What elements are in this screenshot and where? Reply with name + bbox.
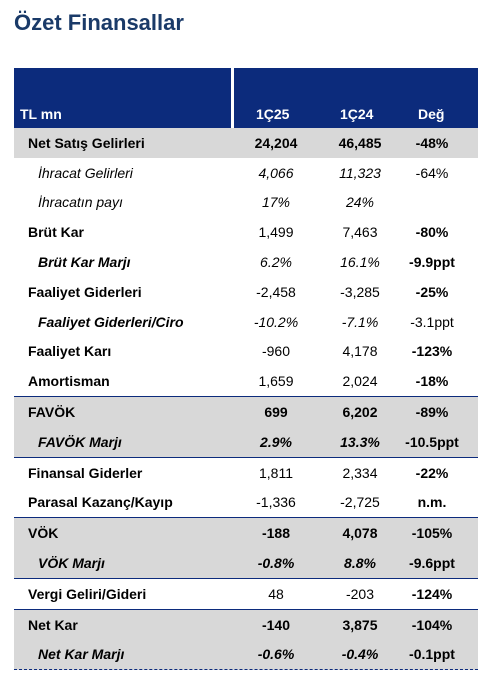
row-label: Net Kar <box>28 616 78 633</box>
cell-change: -10.5ppt <box>405 433 459 450</box>
financial-summary-table: TL mn 1Ç25 1Ç24 Değ Net Satış Gelirleri … <box>14 68 478 671</box>
table-row: İhracat Gelirleri 4,066 11,323 -64% <box>14 158 478 188</box>
cell-1q25: 699 <box>264 404 288 421</box>
table-row: Vergi Geliri/Gideri 48 -203 -124% <box>14 577 478 609</box>
cell-change: -64% <box>415 164 449 181</box>
row-label: Net Satış Gelirleri <box>28 134 145 151</box>
cell-change: n.m. <box>417 494 447 511</box>
cell-1q24: 2,334 <box>342 464 378 481</box>
cell-change: -124% <box>411 585 453 602</box>
table-row: Net Kar Marjı -0.6% -0.4% -0.1ppt <box>14 639 478 671</box>
cell-1q25: -960 <box>261 343 291 360</box>
row-label: İhracatın payı <box>38 194 123 211</box>
cell-change: -105% <box>411 525 453 542</box>
cell-1q24: 11,323 <box>339 164 381 181</box>
row-label: Amortisman <box>28 373 110 390</box>
row-label: İhracat Gelirleri <box>38 164 133 181</box>
row-label: Brüt Kar Marjı <box>38 254 131 271</box>
header-col-change: Değ <box>418 106 445 122</box>
row-label: VÖK Marjı <box>38 555 105 572</box>
row-label: Net Kar Marjı <box>38 646 125 663</box>
table-row: Net Kar -140 3,875 -104% <box>14 608 478 640</box>
table-row: FAVÖK 699 6,202 -89% <box>14 396 478 427</box>
cell-1q25: -1,336 <box>256 494 296 511</box>
cell-1q24: 6,202 <box>342 404 378 421</box>
cell-change: -123% <box>411 343 453 360</box>
row-label: FAVÖK <box>28 404 76 421</box>
cell-1q25: 24,204 <box>254 134 298 151</box>
cell-change: -9.6ppt <box>409 555 455 572</box>
table-header: TL mn 1Ç25 1Ç24 Değ <box>14 68 478 128</box>
table-row: VÖK -188 4,078 -105% <box>14 517 478 549</box>
row-label: Vergi Geliri/Gideri <box>28 585 147 602</box>
table-row: Faaliyet Karı -960 4,178 -123% <box>14 337 478 367</box>
row-label: Parasal Kazanç/Kayıp <box>28 494 173 511</box>
table-row: Brüt Kar 1,499 7,463 -80% <box>14 217 478 247</box>
cell-1q24: 8.8% <box>344 555 376 572</box>
cell-change: -18% <box>415 373 449 390</box>
cell-1q24: 4,178 <box>342 343 378 360</box>
cell-1q24: 24% <box>345 194 375 211</box>
cell-1q24: -3,285 <box>340 283 380 300</box>
cell-1q25: -140 <box>261 616 291 633</box>
cell-1q25: 1,811 <box>259 464 293 481</box>
cell-change: -80% <box>415 224 449 241</box>
row-label: Brüt Kar <box>28 224 85 241</box>
header-col-1q24: 1Ç24 <box>340 106 374 122</box>
table-row: VÖK Marjı -0.8% 8.8% -9.6ppt <box>14 548 478 578</box>
cell-1q24: -0.4% <box>341 646 379 663</box>
cell-change: -25% <box>415 283 449 300</box>
header-separator <box>231 68 234 128</box>
cell-1q25: 17% <box>261 194 291 211</box>
cell-1q25: -0.8% <box>257 555 295 572</box>
table-row: FAVÖK Marjı 2.9% 13.3% -10.5ppt <box>14 426 478 457</box>
cell-1q25: 1,659 <box>258 373 294 390</box>
cell-1q24: -7.1% <box>341 313 379 330</box>
cell-1q25: 4,066 <box>258 164 294 181</box>
header-label: TL mn <box>20 106 62 122</box>
cell-change: -89% <box>415 404 449 421</box>
cell-1q24: 7,463 <box>342 224 378 241</box>
cell-change: -9.9ppt <box>409 254 455 271</box>
cell-1q25: -10.2% <box>253 313 299 330</box>
cell-1q24: 2,024 <box>342 373 378 390</box>
row-label: Faaliyet Giderleri/Ciro <box>38 313 184 330</box>
table-row: Net Satış Gelirleri 24,204 46,485 -48% <box>14 128 478 158</box>
cell-change: -0.1ppt <box>409 646 455 663</box>
cell-1q25: -2,458 <box>256 283 296 300</box>
row-label: Faaliyet Karı <box>28 343 112 360</box>
cell-1q24: 4,078 <box>342 525 378 542</box>
table-row: Faaliyet Giderleri -2,458 -3,285 -25% <box>14 277 478 307</box>
cell-change: -104% <box>411 616 453 633</box>
cell-1q24: 13.3% <box>340 433 380 450</box>
table-row: Finansal Giderler 1,811 2,334 -22% <box>14 456 478 488</box>
table-row: Brüt Kar Marjı 6.2% 16.1% -9.9ppt <box>14 247 478 277</box>
cell-1q24: 16.1% <box>340 254 380 271</box>
cell-1q24: 46,485 <box>338 134 382 151</box>
cell-1q24: -203 <box>345 585 375 602</box>
cell-1q25: -0.6% <box>257 646 295 663</box>
cell-1q25: 2.9% <box>260 433 292 450</box>
row-label: Finansal Giderler <box>28 464 143 481</box>
page-title: Özet Finansallar <box>14 10 184 35</box>
row-label: Faaliyet Giderleri <box>28 283 142 300</box>
cell-change: -3.1ppt <box>410 313 454 330</box>
cell-change: -22% <box>415 464 449 481</box>
row-label: VÖK <box>28 525 59 542</box>
table-row: Amortisman 1,659 2,024 -18% <box>14 366 478 396</box>
header-col-1q25: 1Ç25 <box>256 106 290 122</box>
cell-1q25: -188 <box>261 525 291 542</box>
cell-1q25: 48 <box>268 585 284 602</box>
cell-1q24: 3,875 <box>342 616 378 633</box>
cell-change: -48% <box>415 134 449 151</box>
table-row: Faaliyet Giderleri/Ciro -10.2% -7.1% -3.… <box>14 307 478 337</box>
cell-1q24: -2,725 <box>340 494 380 511</box>
table-row: İhracatın payı 17% 24% <box>14 188 478 218</box>
cell-1q25: 6.2% <box>260 254 292 271</box>
row-label: FAVÖK Marjı <box>38 433 122 450</box>
cell-1q25: 1,499 <box>258 224 294 241</box>
table-row: Parasal Kazanç/Kayıp -1,336 -2,725 n.m. <box>14 488 478 518</box>
